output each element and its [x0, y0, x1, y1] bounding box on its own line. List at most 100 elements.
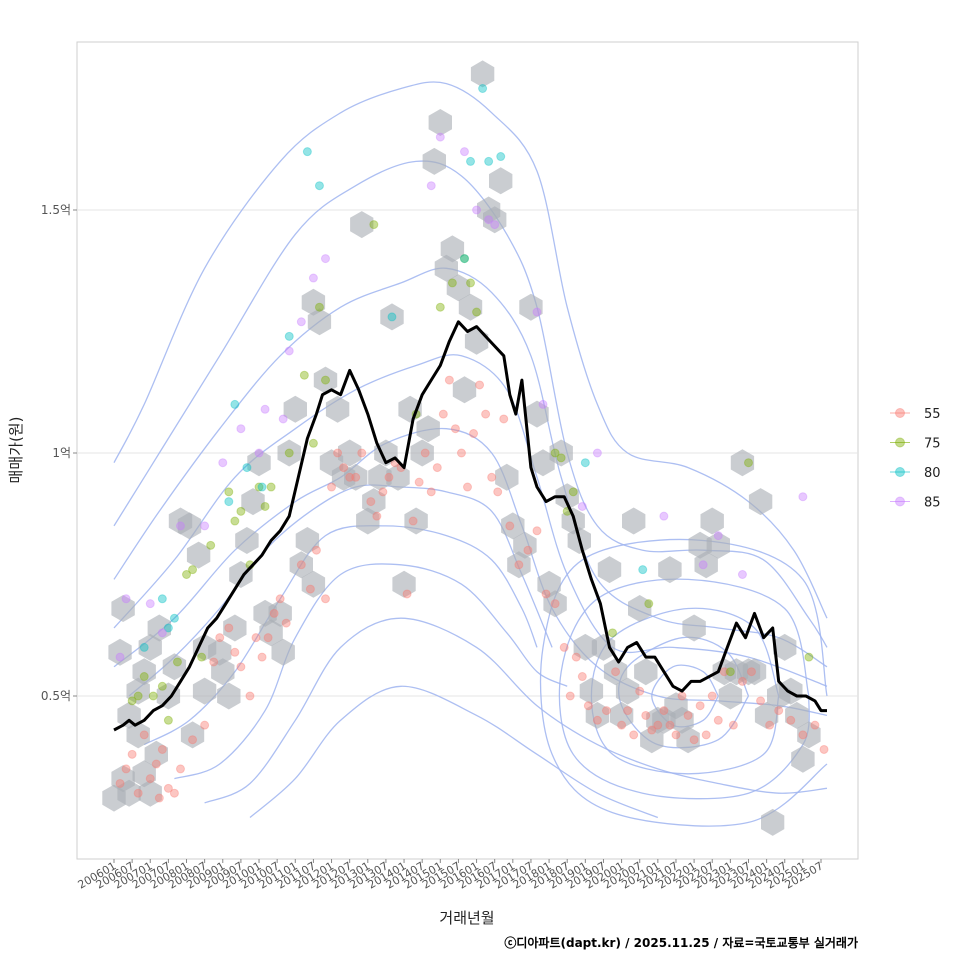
data-point-80: [284, 331, 294, 341]
density-contour: [113, 81, 828, 619]
data-point-75: [435, 302, 445, 312]
data-point-75: [266, 482, 276, 492]
data-point-85: [175, 521, 185, 531]
data-point-55: [275, 594, 285, 604]
hexbin-cell: [344, 463, 368, 491]
hexbin-cell: [748, 488, 773, 516]
data-point-55: [145, 774, 155, 784]
hexbin-cell: [162, 653, 187, 681]
data-point-75: [148, 691, 158, 701]
data-point-55: [209, 657, 219, 667]
hexbin-layer: [102, 60, 821, 836]
data-point-55: [737, 676, 747, 686]
data-point-55: [215, 633, 225, 643]
hexbin-cell: [597, 556, 622, 584]
data-point-80: [157, 594, 167, 604]
hexbin-cell: [428, 109, 452, 136]
hexbin-cell: [192, 677, 217, 705]
density-contour: [651, 664, 719, 728]
hexbin-cell: [108, 638, 132, 666]
data-point-55: [127, 749, 137, 759]
data-point-85: [218, 458, 228, 468]
data-point-80: [466, 156, 476, 166]
hexbin-cell: [458, 293, 483, 321]
data-point-80: [230, 399, 240, 409]
data-point-55: [426, 487, 436, 497]
legend-label: 75: [924, 437, 941, 452]
data-point-55: [366, 497, 376, 507]
hexbin-cell: [144, 740, 168, 768]
data-point-80: [224, 497, 234, 507]
data-point-80: [314, 181, 324, 191]
hexbin-cell: [307, 308, 332, 336]
data-point-55: [154, 793, 164, 803]
data-point-55: [707, 691, 717, 701]
data-point-80: [387, 312, 397, 322]
data-point-75: [320, 375, 330, 385]
data-point-80: [163, 623, 173, 633]
data-point-55: [647, 725, 657, 735]
data-point-85: [698, 560, 708, 570]
hexbin-cell: [628, 595, 652, 622]
hexbin-cell: [338, 439, 362, 467]
legend-label: 80: [924, 466, 941, 481]
density-contour: [204, 617, 828, 804]
data-point-55: [765, 720, 775, 730]
hexbin-cell: [138, 633, 162, 661]
hexbin-cell: [615, 677, 640, 705]
data-point-55: [163, 783, 173, 793]
data-point-55: [559, 642, 569, 652]
data-point-55: [139, 730, 149, 740]
data-point-55: [432, 463, 442, 473]
data-point-55: [420, 448, 430, 458]
data-point-55: [505, 521, 515, 531]
hexbin-cell: [483, 206, 507, 234]
data-point-80: [478, 84, 488, 93]
data-point-75: [472, 307, 482, 317]
data-point-75: [369, 220, 379, 230]
hexbin-cell: [241, 488, 265, 516]
data-point-75: [556, 453, 566, 463]
hexbin-cell: [126, 721, 150, 749]
hexbin-cell: [706, 531, 730, 559]
hexbin-cell: [277, 439, 301, 467]
data-point-55: [444, 375, 454, 385]
data-point-55: [230, 647, 240, 657]
data-point-55: [169, 788, 179, 798]
data-point-55: [372, 511, 382, 521]
data-point-55: [469, 429, 479, 439]
source-caption: ⓒ디아파트(dapt.kr) / 2025.11.25 / 자료=국토교통부 실…: [504, 936, 858, 950]
data-point-55: [224, 623, 234, 633]
data-point-55: [408, 516, 418, 526]
data-point-75: [466, 278, 476, 288]
hexbin-cell: [295, 527, 320, 554]
data-point-80: [302, 147, 312, 157]
data-point-55: [200, 720, 210, 730]
data-point-55: [320, 594, 330, 604]
data-point-55: [251, 633, 261, 643]
data-point-55: [281, 618, 291, 628]
data-point-85: [592, 448, 602, 458]
data-point-55: [269, 608, 279, 618]
data-point-55: [665, 720, 675, 730]
density-contour: [113, 354, 828, 687]
legend-marker: [895, 437, 905, 448]
data-point-55: [541, 589, 551, 599]
hexbin-cell: [694, 551, 718, 579]
data-point-55: [689, 735, 699, 745]
data-point-55: [601, 706, 611, 716]
data-point-80: [169, 613, 179, 623]
hexbin-cell: [489, 167, 513, 195]
data-point-75: [459, 254, 469, 264]
hexbin-cell: [440, 235, 465, 263]
data-point-55: [565, 691, 575, 701]
data-point-55: [456, 448, 466, 458]
hexbin-cell: [410, 439, 434, 467]
hexbin-cell: [398, 395, 422, 423]
data-point-55: [384, 472, 394, 482]
hexbin-cell: [573, 633, 597, 661]
data-point-55: [532, 526, 542, 536]
data-point-55: [635, 686, 645, 696]
data-point-75: [224, 487, 234, 497]
data-point-55: [414, 477, 424, 487]
